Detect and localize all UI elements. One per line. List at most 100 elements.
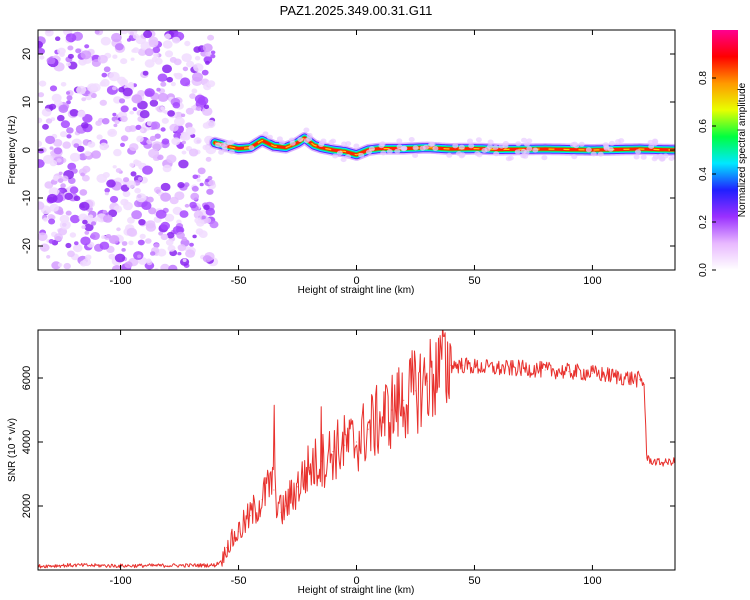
noise-blob [96,134,103,140]
noise-blob [124,125,133,133]
ridge-halo [289,140,296,146]
noise-blob [145,220,156,229]
noise-blob [201,69,209,76]
noise-blob [38,117,43,124]
noise-blob [112,54,118,59]
noise-blob [81,122,89,129]
snr-point [296,486,299,488]
x-tick-label: -100 [110,575,132,587]
snr-point [403,399,405,401]
noise-blob [49,146,54,150]
noise-blob [126,38,132,42]
snr-point [379,419,381,421]
noise-blob [49,159,58,167]
snr-point [414,390,417,392]
noise-blob [69,152,81,162]
ridge-halo [446,152,453,158]
noise-blob [130,171,137,177]
noise-blob [202,43,213,52]
noise-blob [160,127,166,132]
noise-blob [123,177,130,183]
noise-blob [59,188,65,193]
y-tick-label: 0 [21,147,33,153]
ridge-halo [635,149,641,155]
noise-blob [134,160,142,167]
noise-blob [132,33,139,39]
noise-blob [121,248,126,252]
noise-blob [132,107,138,112]
noise-blob [196,178,201,182]
y-tick-label: -10 [21,190,33,206]
colorbar-tick-label: 0.4 [698,167,709,181]
noise-blob [53,147,63,155]
noise-blob [108,71,120,82]
ridge-halo [521,137,527,143]
x-tick-label: -100 [110,275,132,287]
noise-blob [87,83,98,92]
ridge-halo [328,139,335,145]
spectrogram-x-ticks: -100 -50 0 50 100 [110,30,602,287]
noise-blob [38,140,43,147]
ridge-halo [228,139,235,145]
noise-blob [199,182,204,187]
noise-blob [207,175,213,181]
noise-blob [164,213,175,222]
noise-blob [204,217,212,224]
noise-blob [102,172,110,178]
noise-blob [172,102,181,109]
noise-blob [104,191,109,196]
ridge-halo [468,143,475,149]
ridge-halo [368,146,375,152]
noise-blob [161,117,169,124]
ridge-halo [526,138,533,144]
ridge-halo [657,153,664,159]
ridge-halo [412,145,419,151]
noise-blob [148,148,160,159]
noise-blob [157,73,168,82]
noise-blob [97,54,108,64]
noise-blob [77,110,86,118]
spectrogram-y-label: Frequency (Hz) [7,116,18,185]
noise-blob [111,265,123,270]
noise-blob [57,178,64,184]
noise-blob [62,141,71,149]
ridge-halo [603,144,610,150]
noise-blob [103,214,113,223]
noise-blob [139,233,146,239]
x-tick-label: 50 [468,575,480,587]
ridge-halo [303,127,310,133]
snr-x-label: Height of straight line (km) [298,585,415,596]
x-tick-label: 0 [353,575,359,587]
noise-blob [113,148,122,157]
snr-point [367,428,369,430]
noise-blob [160,263,170,270]
snr-point [355,441,358,443]
noise-blob [99,241,110,250]
snr-point [391,409,393,411]
snr-x-ticks: -100 -50 0 50 100 [110,330,602,587]
noise-blob [184,203,190,208]
ridge-halo [671,154,675,160]
noise-blob [73,143,80,149]
snr-point [462,364,464,366]
noise-blob [94,30,100,35]
snr-point [568,371,570,373]
noise-blob [168,264,178,270]
noise-blob [45,135,56,145]
x-tick-label: -50 [231,575,247,587]
snr-point [344,444,346,446]
ridge-halo [228,149,235,155]
colorbar-tick-label: 0.6 [698,119,709,133]
noise-blob [55,36,61,41]
ridge-halo [396,138,403,144]
snr-point [221,559,223,562]
noise-blob [101,72,108,78]
ridge-halo [419,145,426,151]
noise-blob [112,86,117,91]
noise-blob [210,50,216,55]
noise-blob [66,134,72,139]
noise-blob [120,135,129,142]
noise-blob [194,55,201,61]
noise-blob [148,207,157,215]
noise-blob [148,39,159,48]
